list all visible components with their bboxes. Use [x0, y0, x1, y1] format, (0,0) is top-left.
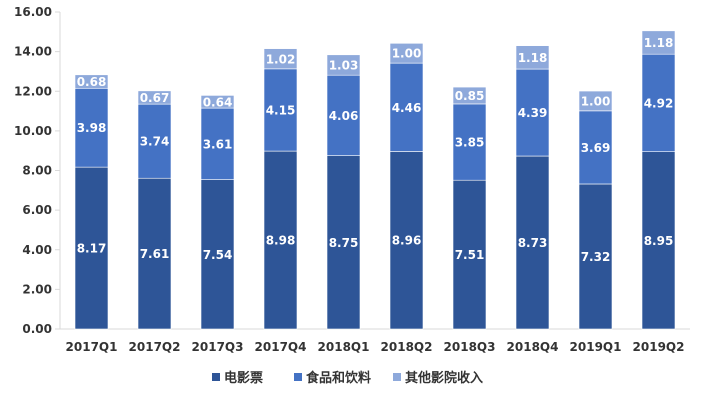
bar-value-label: 3.74: [140, 135, 170, 149]
bar-value-label: 3.61: [203, 137, 233, 151]
x-tick-label: 2018Q4: [507, 340, 559, 354]
bar-segment-3: [452, 86, 487, 105]
bar-segment-3: [578, 90, 613, 112]
bar-segment-2: [641, 53, 676, 152]
bar-segment-1: [515, 155, 550, 330]
y-tick-label: 12.00: [14, 84, 52, 98]
bar-value-label: 4.06: [329, 109, 359, 123]
bar-segment-1: [74, 166, 109, 330]
bar-segment-3: [200, 95, 235, 109]
bar-value-label: 8.98: [266, 234, 296, 248]
bar-segment-3: [137, 90, 172, 105]
bar-value-label: 8.95: [644, 234, 674, 248]
bar-value-label: 8.73: [518, 236, 548, 250]
legend-label-1: 电影票: [224, 370, 263, 386]
bar-segment-2: [326, 74, 361, 156]
bar-value-label: 0.85: [455, 89, 485, 103]
bar-value-label: 8.17: [77, 242, 107, 256]
bar-segment-2: [200, 107, 235, 180]
legend-swatch-3: [393, 373, 401, 381]
x-tick-label: 2018Q1: [318, 340, 370, 354]
bar-segment-3: [326, 54, 361, 76]
legend-swatch-2: [294, 373, 302, 381]
bar-value-label: 1.18: [518, 51, 548, 65]
legend-label-3: 其他影院收入: [405, 370, 483, 386]
bar-segment-1: [641, 151, 676, 330]
y-tick-label: 14.00: [14, 45, 52, 59]
bar-segment-3: [389, 43, 424, 64]
bar-value-label: 7.54: [203, 248, 233, 262]
bar-segment-3: [641, 30, 676, 55]
y-tick-label: 8.00: [22, 164, 52, 178]
bar-value-label: 8.75: [329, 236, 359, 250]
bar-segment-3: [515, 45, 550, 70]
bar-segment-3: [74, 74, 109, 89]
bar-segment-1: [326, 155, 361, 330]
bar-value-label: 7.51: [455, 248, 485, 262]
bar-segment-1: [578, 183, 613, 330]
bar-value-label: 0.68: [77, 75, 107, 89]
bar-segment-2: [137, 103, 172, 179]
bar-value-label: 7.61: [140, 247, 170, 261]
y-tick-label: 16.00: [14, 5, 52, 19]
bar-segment-2: [389, 62, 424, 152]
bar-value-label: 4.39: [518, 106, 548, 120]
bar-value-label: 1.00: [581, 94, 611, 108]
legend: 电影票 食品和饮料 其他影院收入: [212, 370, 483, 386]
bar-segment-1: [389, 151, 424, 330]
legend-swatch-1: [212, 373, 220, 381]
bar-value-label: 1.03: [329, 58, 359, 72]
x-tick-label: 2017Q1: [66, 340, 118, 354]
y-tick-label: 4.00: [22, 243, 52, 257]
bar-value-label: 7.32: [581, 250, 611, 264]
bar-value-label: 4.15: [266, 103, 296, 117]
x-tick-label: 2018Q3: [444, 340, 496, 354]
value-labels-layer: 8.17 3.98 0.68 7.61 3.74 0.67 7.54 3.61 0.64 8.98…: [77, 36, 674, 264]
x-tick-label: 2019Q1: [570, 340, 622, 354]
bar-segment-2: [452, 103, 487, 181]
bar-segment-1: [263, 150, 298, 330]
bar-value-label: 4.92: [644, 96, 674, 110]
bar-segment-3: [263, 48, 298, 70]
bar-segment-1: [200, 179, 235, 330]
bar-segment-2: [74, 87, 109, 168]
bar-segment-2: [263, 68, 298, 152]
bar-value-label: 0.64: [203, 95, 233, 109]
bar-value-label: 4.46: [392, 101, 422, 115]
y-tick-label: 2.00: [22, 282, 52, 296]
bar-value-label: 8.96: [392, 234, 422, 248]
x-tick-label: 2017Q2: [129, 340, 181, 354]
x-tick-label: 2019Q2: [633, 340, 685, 354]
bar-segment-1: [452, 179, 487, 330]
x-tick-label: 2017Q3: [192, 340, 244, 354]
legend-label-2: 食品和饮料: [306, 370, 371, 386]
bar-value-label: 1.18: [644, 36, 674, 50]
bar-value-label: 3.98: [77, 121, 107, 135]
axis-layer: 0.00 2.00 4.00 6.00 8.00 10.00 12.00 14.00 16.00…: [14, 5, 690, 354]
y-tick-label: 6.00: [22, 203, 52, 217]
bar-segment-1: [137, 177, 172, 330]
bar-value-label: 0.67: [140, 91, 170, 105]
y-tick-label: 10.00: [14, 124, 52, 138]
y-tick-label: 0.00: [22, 322, 52, 336]
bar-value-label: 3.69: [581, 141, 611, 155]
bar-value-label: 1.00: [392, 47, 422, 61]
x-tick-label: 2017Q4: [255, 340, 307, 354]
bar-value-label: 3.85: [455, 136, 485, 150]
x-tick-label: 2018Q2: [381, 340, 433, 354]
bar-value-label: 1.02: [266, 52, 296, 66]
bars-layer: [74, 30, 676, 330]
bar-segment-2: [578, 110, 613, 185]
